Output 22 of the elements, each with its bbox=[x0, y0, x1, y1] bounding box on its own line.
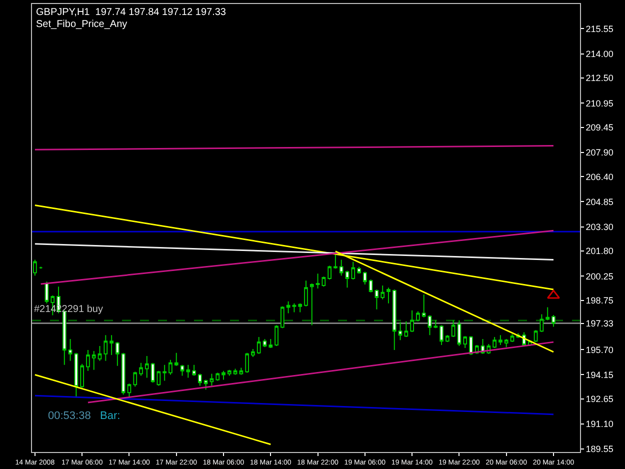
annotation: 00:53:38 bbox=[48, 410, 91, 422]
y-tick-label: 206.40 bbox=[586, 172, 614, 182]
y-tick-label: 200.25 bbox=[586, 271, 614, 282]
y-tick-label: 201.80 bbox=[586, 246, 614, 256]
y-tick-label: 191.10 bbox=[586, 419, 614, 430]
annotation: Bar: bbox=[100, 410, 120, 422]
y-tick-label: 189.55 bbox=[586, 444, 614, 454]
chart-title: GBPJPY,H1 197.74 197.84 197.12 197.33 bbox=[36, 7, 226, 18]
y-tick-label: 210.95 bbox=[586, 98, 614, 108]
y-tick-label: 214.00 bbox=[586, 48, 614, 59]
y-tick-label: 195.70 bbox=[586, 344, 614, 355]
y-tick-label: 209.45 bbox=[586, 122, 614, 133]
y-tick-label: 194.15 bbox=[586, 370, 614, 380]
y-tick-label: 192.65 bbox=[586, 394, 614, 404]
y-tick-label: 197.33 bbox=[586, 318, 614, 328]
y-tick-label: 215.55 bbox=[586, 24, 614, 34]
text: Set_Fibo_Price_Any bbox=[36, 19, 128, 30]
y-tick-label: 204.85 bbox=[586, 196, 614, 207]
y-tick-label: 203.30 bbox=[586, 222, 614, 232]
y-tick-label: 207.90 bbox=[586, 148, 614, 158]
y-tick-label: 212.50 bbox=[586, 73, 614, 84]
y-tick-label: 198.75 bbox=[586, 296, 614, 306]
